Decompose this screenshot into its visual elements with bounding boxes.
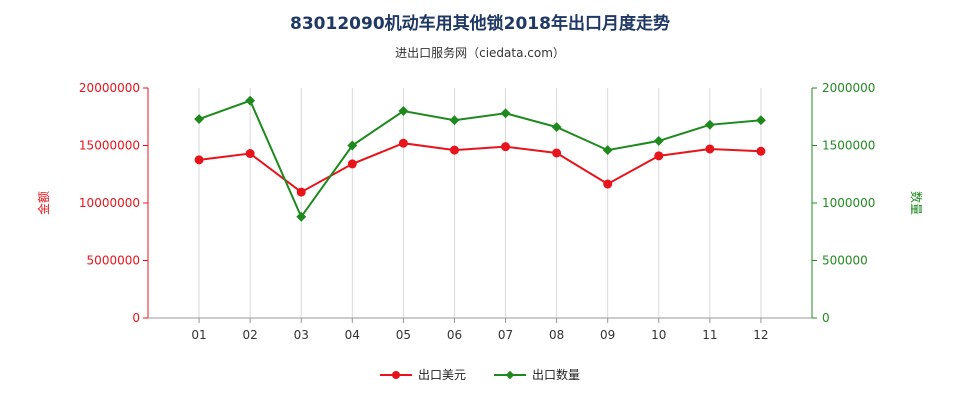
x-axis-tick-label: 06 [447, 328, 462, 342]
x-axis-tick-label: 02 [243, 328, 258, 342]
data-point-usd [194, 155, 204, 165]
legend-swatch-qty [494, 369, 526, 381]
right-axis-tick-label: 1000000 [822, 196, 875, 210]
data-point-usd [756, 146, 766, 156]
legend-item-qty[interactable]: 出口数量 [494, 366, 580, 383]
left-axis-tick-label: 20000000 [79, 81, 140, 95]
data-point-usd [398, 138, 408, 148]
data-point-usd [347, 159, 357, 169]
legend-label-usd: 出口美元 [417, 368, 466, 382]
x-axis-tick-label: 09 [600, 328, 615, 342]
data-point-qty [500, 108, 511, 119]
legend-swatch-usd [379, 369, 412, 381]
data-point-usd [603, 179, 613, 189]
left-axis-tick-label: 10000000 [79, 196, 140, 210]
data-point-qty [551, 122, 562, 133]
right-axis-tick-label: 2000000 [822, 81, 875, 95]
legend-item-usd[interactable]: 出口美元 [379, 366, 466, 383]
right-axis-title: 数量 [909, 191, 924, 215]
right-axis-tick-label: 500000 [822, 254, 868, 268]
data-point-qty [602, 145, 613, 156]
left-axis-tick-label: 5000000 [87, 254, 140, 268]
x-axis-tick-label: 11 [702, 328, 717, 342]
data-point-qty [449, 115, 460, 126]
x-axis-tick-label: 10 [651, 328, 666, 342]
data-point-qty [194, 114, 205, 124]
data-point-usd [245, 149, 255, 159]
right-axis-tick-label: 0 [822, 311, 830, 325]
data-point-usd [449, 145, 459, 155]
data-point-qty [653, 135, 664, 146]
legend-label-qty: 出口数量 [532, 368, 581, 382]
data-point-usd [552, 148, 562, 158]
left-axis-tick-label: 0 [132, 311, 140, 325]
data-point-usd [296, 187, 306, 197]
left-axis-title: 金额 [36, 191, 51, 215]
data-point-qty [755, 115, 766, 126]
x-axis-tick-label: 07 [498, 328, 513, 342]
x-axis-tick-label: 05 [396, 328, 411, 342]
x-axis-tick-label: 12 [753, 328, 768, 342]
left-axis-tick-label: 15000000 [79, 139, 140, 153]
series-line-qty [198, 99, 762, 219]
x-axis-tick-label: 01 [191, 328, 206, 342]
chart-subtitle: 进出口服务网（ciedata.com） [395, 46, 565, 60]
data-point-usd [501, 142, 511, 152]
data-point-qty [347, 140, 358, 151]
series-line-usd [198, 142, 761, 194]
data-point-qty [296, 211, 307, 222]
data-point-qty [704, 119, 715, 130]
x-axis-tick-label: 03 [294, 328, 309, 342]
right-axis-tick-label: 1500000 [822, 139, 875, 153]
x-axis-tick-label: 08 [549, 328, 564, 342]
chart-legend: 出口美元 出口数量 [0, 366, 960, 383]
chart-title: 83012090机动车用其他锁2018年出口月度走势 [290, 14, 670, 34]
data-point-qty [245, 95, 256, 106]
x-axis-tick-label: 04 [345, 328, 360, 342]
data-point-usd [705, 144, 715, 154]
data-point-usd [654, 151, 664, 161]
